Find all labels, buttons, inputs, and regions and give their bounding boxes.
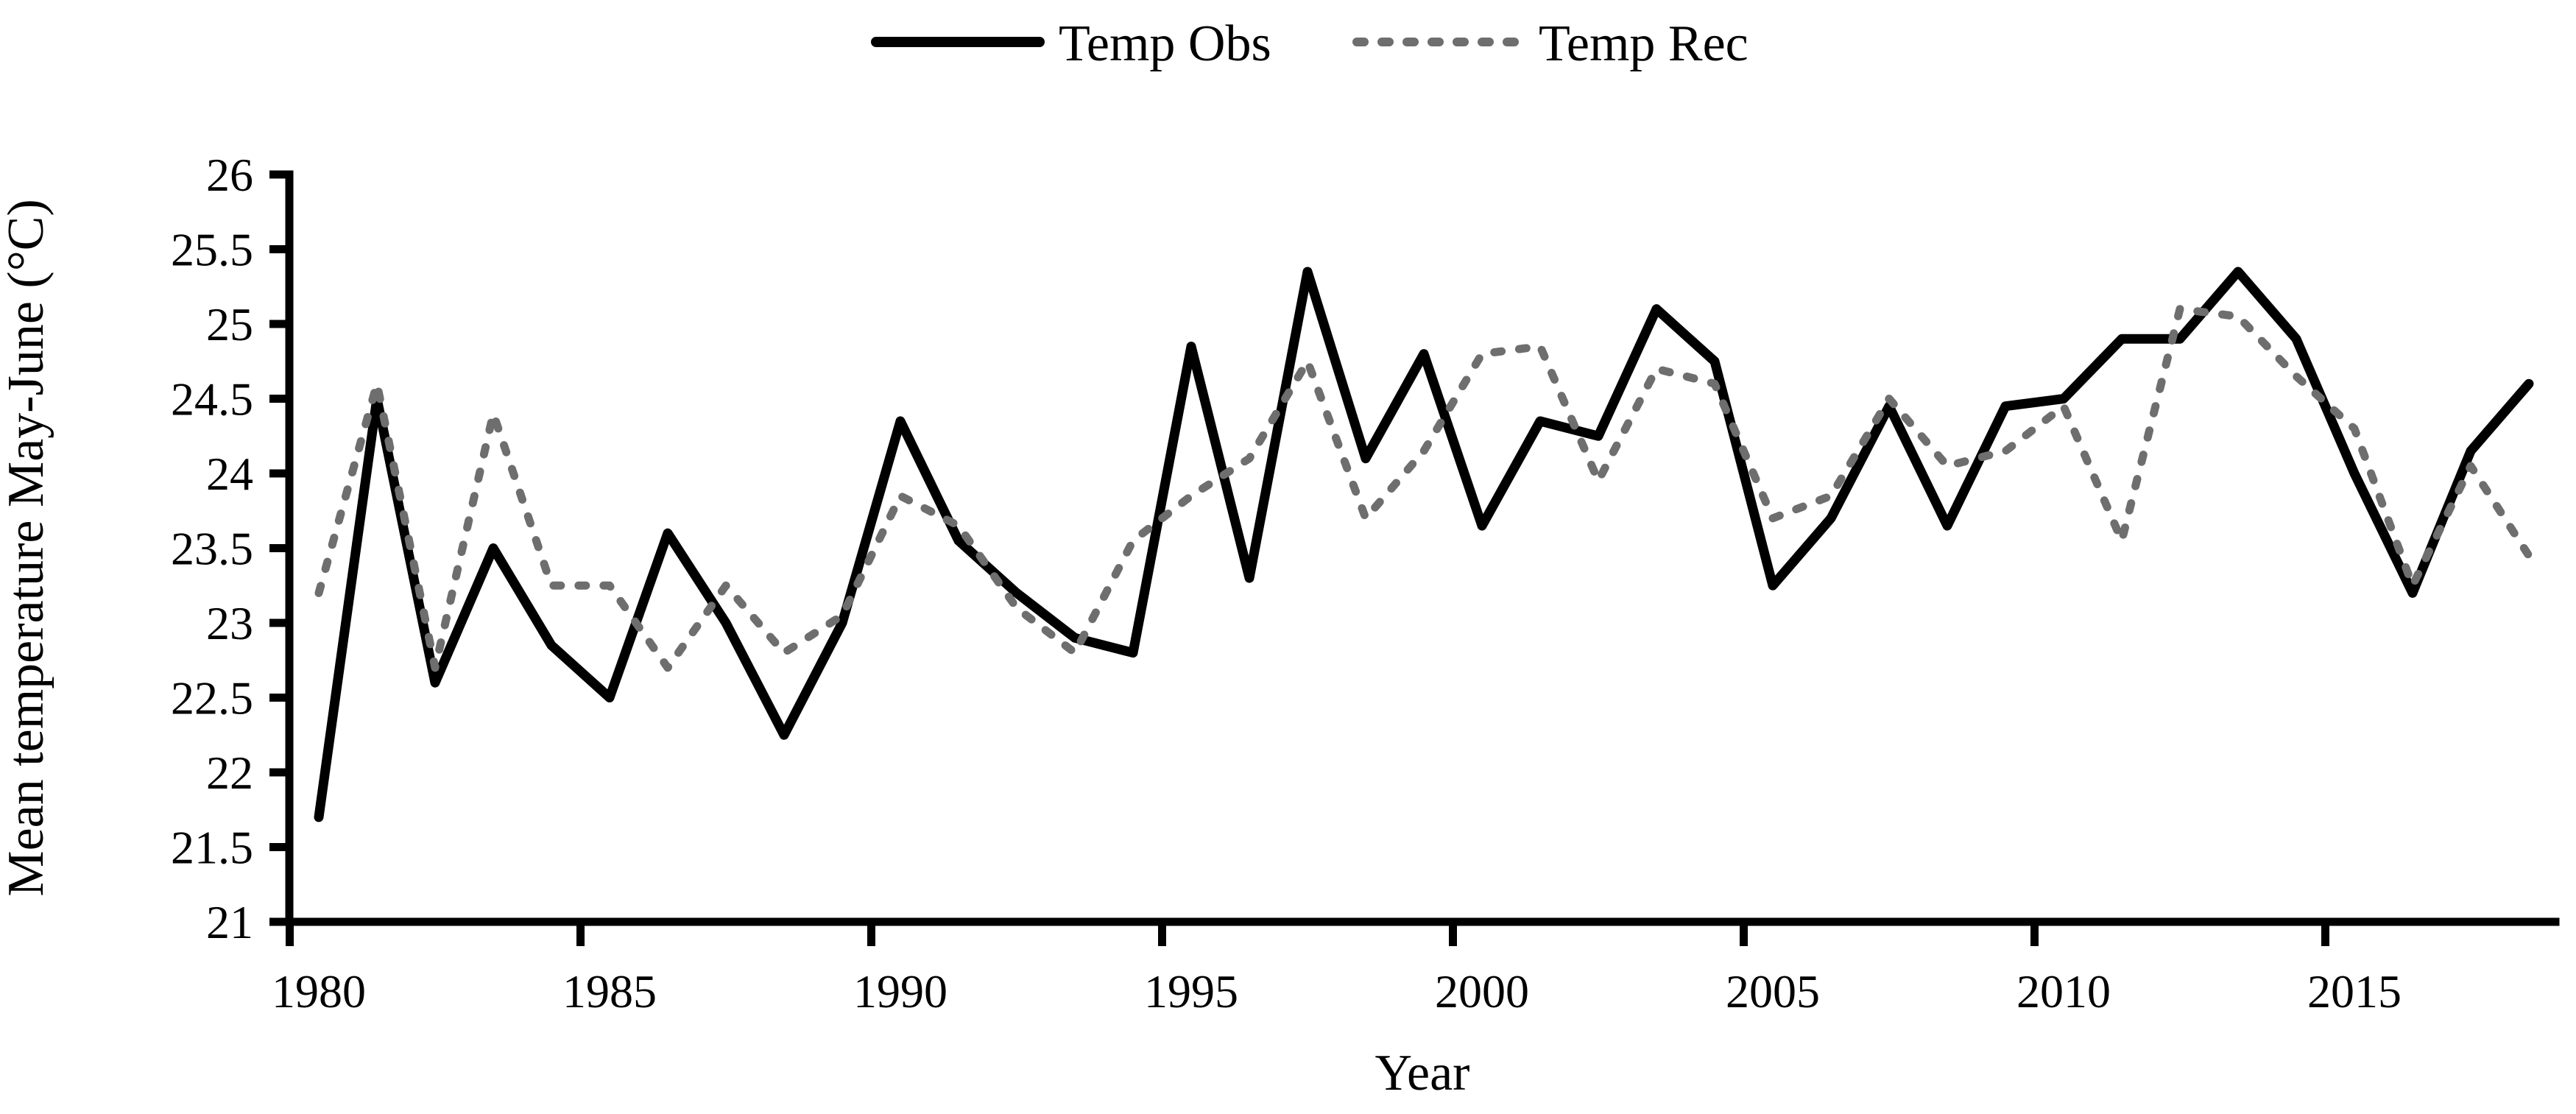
y-tick-label-23: 23	[206, 597, 253, 649]
x-tick-label-1980: 1980	[272, 965, 366, 1018]
y-tick-label-26: 26	[206, 149, 253, 201]
y-tick-label-21: 21	[206, 896, 253, 948]
y-tick-label-22.5: 22.5	[171, 672, 253, 725]
x-tick-label-1990: 1990	[853, 965, 948, 1018]
legend-label-temp-rec: Temp Rec	[1539, 15, 1748, 72]
y-tick-label-22: 22	[206, 747, 253, 799]
y-tick-label-23.5: 23.5	[171, 523, 253, 575]
x-tick-label-1995: 1995	[1144, 965, 1238, 1018]
series-line-temp-rec	[314, 305, 2533, 672]
y-tick-label-24.5: 24.5	[171, 373, 253, 426]
y-tick-label-25: 25	[206, 298, 253, 350]
legend: Temp Obs Temp Rec	[871, 15, 1748, 72]
x-tick-label-2010: 2010	[2016, 965, 2111, 1018]
series-lines	[314, 267, 2534, 822]
series-line-temp-obs	[314, 267, 2534, 822]
x-tick-label-2000: 2000	[1435, 965, 1529, 1018]
legend-label-temp-obs: Temp Obs	[1059, 15, 1271, 72]
axes: 21 21.5 22 22.5 23 23.5 24 24.5 25 25.5 26 1980 1985…	[171, 149, 2560, 1018]
y-axis-title: Mean temperature May-June (°C)	[0, 199, 54, 896]
x-tick-label-1985: 1985	[562, 965, 657, 1018]
y-tick-label-21.5: 21.5	[171, 822, 253, 874]
y-tick-label-25.5: 25.5	[171, 224, 253, 276]
y-tick-label-24: 24	[206, 448, 253, 500]
x-tick-label-2015: 2015	[2307, 965, 2402, 1018]
x-tick-label-2005: 2005	[1726, 965, 1820, 1018]
x-axis-title: Year	[1375, 1045, 1470, 1101]
